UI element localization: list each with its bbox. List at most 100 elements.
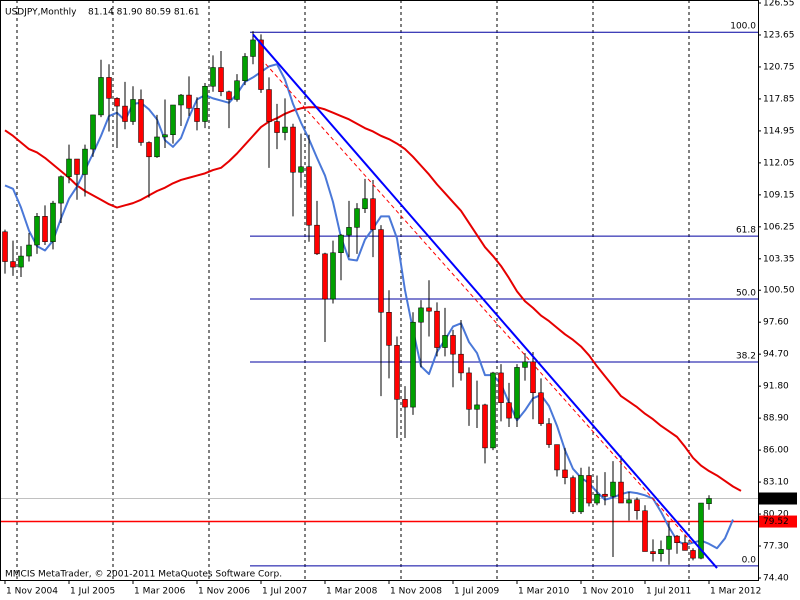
candle-body (10, 261, 16, 268)
candle-body (314, 224, 320, 255)
candle-body (706, 498, 712, 504)
candle-body (218, 67, 224, 93)
candle-body (90, 114, 96, 150)
candle-body (346, 227, 352, 236)
y-tick-label: 91.80 (763, 382, 789, 392)
candle-body (538, 392, 544, 424)
candle-body (626, 499, 632, 504)
candle-body (298, 166, 304, 173)
candle-body (378, 229, 384, 313)
candle-body (18, 255, 24, 268)
chart-title: USDJPY,Monthly (5, 8, 77, 18)
candle-body (594, 493, 600, 504)
candle-body (386, 312, 392, 346)
candle-body (202, 85, 208, 122)
x-tick-label: 1 Jul 2007 (262, 587, 307, 597)
x-tick-label: 1 Nov 2006 (198, 587, 250, 597)
bid-label: 81.61 (763, 494, 789, 504)
y-tick-label: 126.55 (763, 0, 795, 9)
x-tick-label: 1 Mar 2010 (518, 587, 570, 597)
y-tick-label: 80.20 (763, 510, 789, 520)
candle-body (210, 67, 216, 87)
candle-body (250, 39, 256, 57)
candle-body (554, 444, 560, 471)
candle-body (570, 477, 576, 513)
candle-body (114, 98, 120, 107)
candle-body (154, 136, 160, 158)
candle-body (586, 475, 592, 504)
candle-body (74, 158, 80, 175)
candle-body (530, 361, 536, 394)
ohlc-readout: 81.14 81.90 80.59 81.61 (88, 8, 200, 18)
candle-body (466, 372, 472, 410)
candle-body (490, 372, 496, 449)
y-tick-label: 120.75 (763, 62, 795, 72)
candle-body (162, 134, 168, 138)
candle-body (562, 469, 568, 478)
candle-body (642, 510, 648, 552)
candle-body (434, 310, 440, 348)
candle-body (58, 176, 64, 204)
candle-body (610, 481, 616, 497)
candle-body (34, 216, 40, 246)
candle-body (122, 105, 128, 122)
candle-body (682, 542, 688, 551)
x-tick-label: 1 Jul 2009 (454, 587, 499, 597)
candle-body (266, 89, 272, 122)
candle-body (50, 202, 56, 242)
y-tick-label: 103.35 (763, 254, 795, 264)
candle-body (442, 335, 448, 348)
candle-body (2, 231, 8, 262)
plot-area: 100.0 61.8 50.0 38.2 0.0 (0, 0, 758, 580)
candle-body (146, 142, 152, 158)
candle-body (618, 481, 624, 504)
hline-label: 79.52 (763, 517, 789, 527)
y-tick-label: 88.90 (763, 414, 789, 424)
candle-body (394, 345, 400, 400)
candle-body (194, 108, 200, 122)
y-tick-label: 112.05 (763, 158, 795, 168)
y-tick-label: 83.10 (763, 478, 789, 488)
x-tick-label: 1 Mar 2006 (134, 587, 186, 597)
x-tick-label: 1 Jul 2011 (646, 587, 691, 597)
candle-body (130, 99, 136, 122)
candle-body (698, 502, 704, 559)
candle-body (170, 104, 176, 136)
candle-body (26, 244, 32, 257)
copyright: MMCIS MetaTrader, © 2001-2011 MetaQuotes… (5, 570, 282, 580)
trendline (252, 33, 718, 569)
y-tick-label: 106.25 (763, 222, 795, 232)
y-tick-label: 109.15 (763, 190, 795, 200)
candle-body (98, 77, 104, 116)
y-tick-label: 77.30 (763, 542, 789, 552)
candle-body (242, 56, 248, 81)
fibo-label: 50.0 (736, 289, 756, 299)
candle-body (474, 404, 480, 410)
candle-body (226, 91, 232, 100)
y-tick-label: 94.70 (763, 350, 789, 360)
candle-body (282, 126, 288, 133)
candle-body (306, 166, 312, 226)
y-tick-label: 117.85 (763, 94, 795, 104)
candle-body (362, 198, 368, 209)
candle-body (410, 321, 416, 408)
candle-body (82, 148, 88, 175)
candle-body (666, 535, 672, 550)
candle-body (178, 94, 184, 106)
candle-body (106, 77, 112, 99)
candle-body (322, 253, 328, 300)
candle-body (370, 198, 376, 230)
candle-body (186, 94, 192, 109)
candle-body (506, 402, 512, 419)
candle-body (514, 367, 520, 419)
y-tick-label: 100.50 (763, 286, 795, 296)
candle-body (418, 307, 424, 323)
x-tick-label: 1 Mar 2012 (710, 587, 761, 597)
candle-body (450, 335, 456, 355)
candle-body (602, 493, 608, 497)
candle-body (290, 126, 296, 173)
fibo-label: 100.0 (730, 22, 756, 32)
candle-body (690, 550, 696, 559)
candle-body (234, 80, 240, 100)
